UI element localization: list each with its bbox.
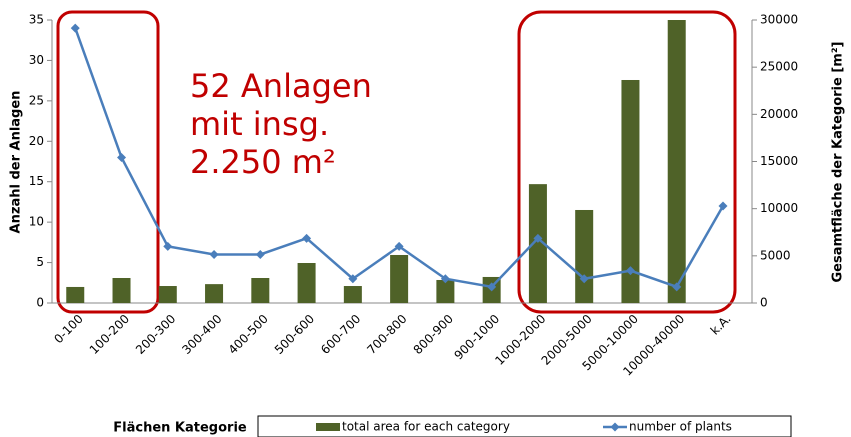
bar	[621, 79, 640, 303]
y2-tick-label: 20000	[760, 107, 798, 121]
marker	[579, 274, 589, 284]
y2-tick-label: 5000	[760, 248, 791, 262]
legend-label: total area for each category	[342, 420, 510, 434]
x-tick-label: 600-700	[318, 312, 363, 357]
marker	[209, 249, 219, 259]
x-tick-label: 700-800	[364, 312, 409, 357]
x-tick-label: 300-400	[179, 312, 224, 357]
y2-tick-label: 30000	[760, 13, 798, 27]
marker	[440, 274, 450, 284]
y2-tick-label: 15000	[760, 154, 798, 168]
x-tick-label: 100-200	[87, 312, 132, 357]
bar	[436, 279, 455, 303]
x-tick-label: 800-900	[411, 312, 456, 357]
marker	[348, 274, 358, 284]
legend-swatch	[316, 423, 340, 431]
marker	[625, 266, 635, 276]
marker	[255, 249, 265, 259]
annotation: 2.250 m²	[190, 143, 336, 181]
legend-label: number of plants	[629, 420, 732, 434]
y-tick-label: 0	[36, 296, 44, 310]
bar	[205, 284, 224, 303]
bar	[575, 209, 594, 303]
y-tick-label: 10	[29, 215, 44, 229]
bar	[343, 286, 362, 303]
bar	[528, 184, 547, 303]
marker	[672, 282, 682, 292]
marker	[163, 241, 173, 251]
bar	[158, 286, 177, 303]
marker	[718, 201, 728, 211]
x-tick-label: k.A.	[708, 312, 734, 338]
bar	[297, 263, 316, 303]
y2-tick-label: 25000	[760, 60, 798, 74]
bar	[112, 278, 131, 303]
y-tick-label: 35	[29, 13, 44, 27]
y-tick-label: 20	[29, 134, 44, 148]
x-axis-title: Flächen Kategorie	[113, 421, 247, 436]
marker	[487, 282, 497, 292]
x-tick-label: 500-600	[272, 312, 317, 357]
legend-box	[257, 415, 792, 437]
x-tick-label: 400-500	[226, 312, 271, 357]
bar	[251, 278, 270, 303]
y-tick-label: 15	[29, 174, 44, 188]
highlight-box	[517, 10, 737, 314]
x-tick-label: 200-300	[133, 312, 178, 357]
marker	[533, 233, 543, 243]
marker	[70, 23, 80, 33]
marker	[117, 152, 127, 162]
y2-tick-label: 10000	[760, 201, 798, 215]
bar	[667, 20, 686, 303]
marker	[302, 233, 312, 243]
x-tick-label: 0-100	[51, 312, 86, 347]
annotation: mit insg.	[190, 105, 329, 143]
y2-axis-title: Gesamtfläche der Kategorie [m²]	[831, 42, 846, 283]
bar	[66, 286, 85, 303]
y-tick-label: 30	[29, 53, 44, 67]
highlight-box	[56, 10, 160, 314]
annotation: 52 Anlagen	[190, 67, 372, 105]
y-tick-label: 25	[29, 93, 44, 107]
y2-tick-label: 0	[760, 296, 768, 310]
y-axis-title: Anzahl der Anlagen	[9, 91, 24, 234]
marker	[394, 241, 404, 251]
y-tick-label: 5	[36, 255, 44, 269]
bar	[390, 254, 409, 303]
legend-swatch	[610, 422, 620, 432]
